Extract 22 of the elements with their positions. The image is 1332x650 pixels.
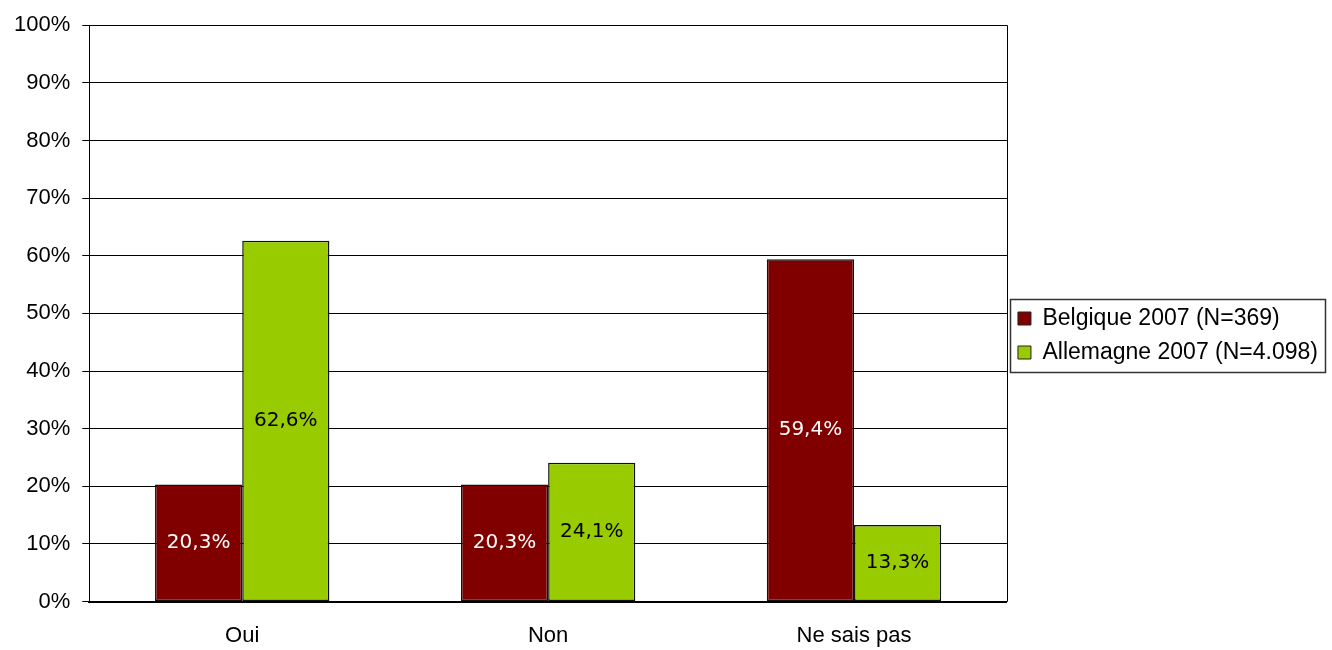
data-label: 13,3% <box>865 549 930 574</box>
x-tick-label: Oui <box>225 621 260 647</box>
y-tick-label: 0% <box>38 587 71 613</box>
data-label: 20,3% <box>472 529 537 554</box>
y-tick-label: 50% <box>26 299 71 325</box>
y-tick-label: 20% <box>26 472 71 498</box>
data-label: 24,1% <box>559 518 624 543</box>
y-tick-label: 60% <box>26 241 71 267</box>
data-label: 59,4% <box>778 416 843 441</box>
y-tick-label: 90% <box>26 68 71 94</box>
y-tick-label: 80% <box>26 126 71 152</box>
y-tick-label: 70% <box>26 184 71 210</box>
x-tick-label: Ne sais pas <box>796 621 912 647</box>
y-tick-label: 100% <box>13 11 71 37</box>
y-tick-label: 30% <box>26 414 71 440</box>
legend-label: Allemagne 2007 (N=4.098) <box>1042 337 1319 364</box>
y-tick-label: 10% <box>26 530 71 556</box>
x-tick-label: Non <box>527 621 569 647</box>
y-tick-label: 40% <box>26 357 71 383</box>
data-label: 20,3% <box>166 529 231 554</box>
legend-label: Belgique 2007 (N=369) <box>1042 303 1280 330</box>
data-label: 62,6% <box>254 407 318 432</box>
